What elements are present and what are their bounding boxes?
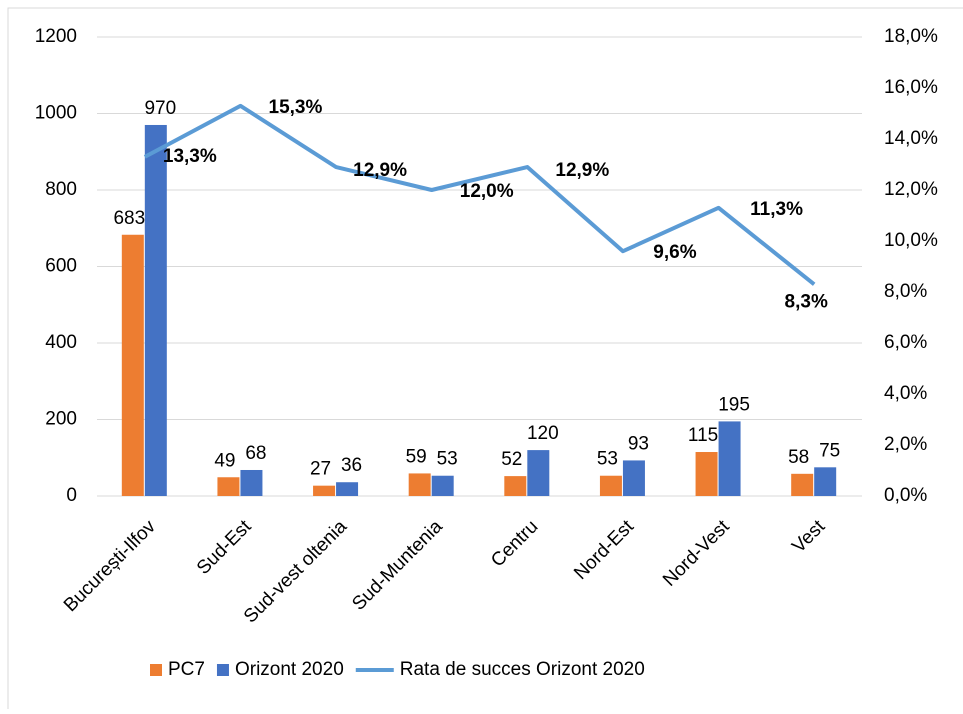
bar-value-label: 36: [341, 455, 362, 476]
y2-tick-label: 16,0%: [884, 77, 938, 98]
bar: [431, 475, 454, 496]
legend-swatch: [216, 664, 229, 676]
bar-value-label: 68: [245, 443, 266, 464]
y-tick-label: 800: [45, 179, 77, 200]
bar: [217, 477, 240, 496]
bar-value-label: 59: [406, 446, 427, 467]
bar: [240, 469, 263, 496]
bar: [599, 475, 622, 496]
line-value-label: 13,3%: [163, 146, 217, 167]
y-tick-label: 400: [45, 332, 77, 353]
bar-value-label: 58: [788, 447, 809, 468]
bar: [527, 450, 550, 496]
chart-frame: [7, 7, 963, 714]
legend-label: PC7: [168, 659, 205, 680]
x-tick-label: Sud-Muntenia: [348, 516, 447, 615]
bar-value-label: 49: [214, 450, 235, 471]
bar-value-label: 75: [819, 440, 840, 461]
bar-value-label: 195: [718, 394, 750, 415]
bar: [408, 473, 431, 496]
bar: [718, 421, 741, 496]
bar-value-label: 93: [628, 433, 649, 454]
bar: [313, 485, 336, 496]
y2-tick-label: 0,0%: [884, 485, 927, 506]
bar-value-label: 27: [310, 459, 331, 480]
x-tick-label: Sud-vest oltenia: [240, 516, 351, 627]
line-value-label: 15,3%: [269, 97, 323, 118]
line-series: [143, 103, 816, 286]
line-value-label: 12,9%: [555, 160, 609, 181]
bar-value-label: 53: [597, 449, 618, 470]
bar-value-label: 52: [501, 449, 522, 470]
line-value-label: 11,3%: [750, 199, 803, 220]
y-tick-label: 600: [45, 256, 77, 277]
y-tick-label: 200: [45, 409, 77, 430]
bar-value-label: 120: [527, 423, 559, 444]
legend-swatch: [150, 664, 162, 676]
y-tick-label: 1000: [35, 103, 77, 124]
legend-label: Rata de succes Orizont 2020: [400, 659, 645, 680]
x-tick-label: Vest: [788, 516, 830, 558]
y2-tick-label: 14,0%: [884, 128, 938, 149]
y2-tick-label: 2,0%: [884, 434, 927, 455]
bar-value-label: 683: [113, 208, 145, 229]
bar: [336, 482, 359, 496]
x-tick-label: Nord-Vest: [659, 516, 734, 591]
x-tick-label: Centru: [487, 516, 542, 571]
y2-tick-label: 10,0%: [884, 230, 938, 251]
x-tick-label: Sud-Est: [193, 516, 256, 579]
y2-tick-label: 12,0%: [884, 179, 938, 200]
line-value-label: 8,3%: [785, 291, 828, 312]
bar: [695, 452, 718, 496]
legend-label: Orizont 2020: [235, 659, 344, 680]
bar-value-label: 115: [688, 425, 718, 446]
line-value-label: 9,6%: [653, 242, 696, 263]
bar: [121, 234, 144, 496]
bar-value-label: 970: [144, 98, 176, 119]
x-tick-label: Nord-Est: [570, 516, 638, 584]
bar: [622, 460, 645, 496]
y2-tick-label: 18,0%: [884, 26, 938, 47]
bar: [144, 124, 167, 496]
y2-tick-label: 6,0%: [884, 332, 927, 353]
line-value-label: 12,0%: [460, 181, 514, 202]
y-tick-label: 0: [66, 485, 77, 506]
y2-tick-label: 8,0%: [884, 281, 927, 302]
x-tick-label: București-Ilfov: [60, 516, 160, 616]
y-tick-label: 1200: [35, 26, 77, 47]
bar: [791, 473, 814, 496]
y2-tick-label: 4,0%: [884, 383, 927, 404]
bar: [814, 467, 837, 496]
bar-value-label: 53: [437, 449, 458, 470]
line-value-label: 12,9%: [353, 160, 407, 181]
bar: [504, 476, 527, 496]
